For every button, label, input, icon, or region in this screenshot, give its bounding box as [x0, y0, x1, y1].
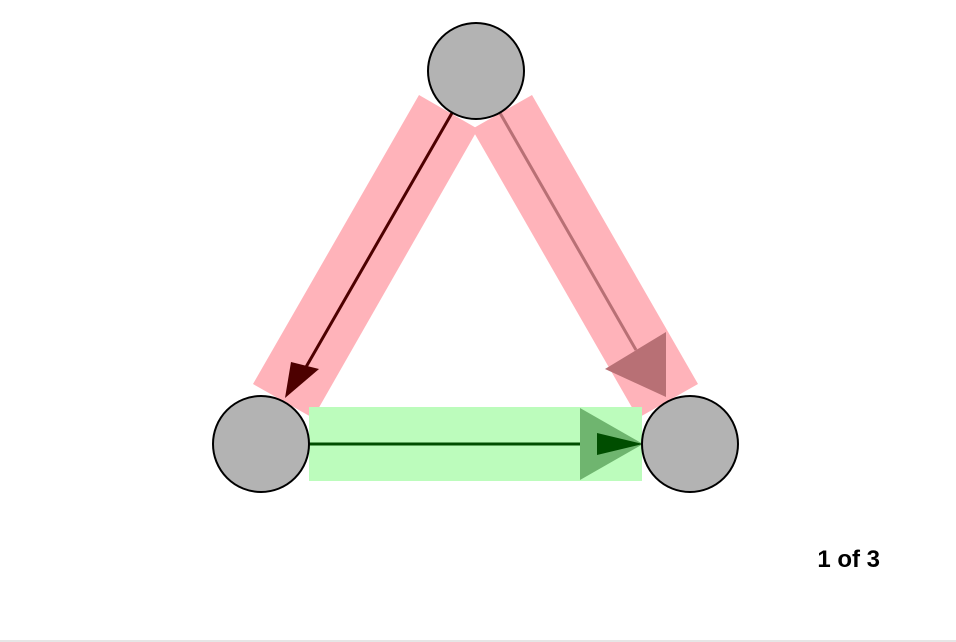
- graph-nodes: [212, 22, 739, 493]
- edge-highlights: [253, 95, 698, 481]
- node-top: [427, 22, 525, 120]
- edge-highlight-top-to-bottom-right: [472, 95, 698, 418]
- page-indicator: 1 of 3: [817, 546, 880, 573]
- bottom-divider: [0, 640, 956, 642]
- edge-top-to-bottom-right: [498, 112, 666, 397]
- edge-top-to-bottom-left: [285, 112, 454, 398]
- node-bottom-left: [212, 395, 310, 493]
- arrowhead-dark-green: [597, 433, 643, 455]
- edge-highlight-top-to-bottom-left: [253, 95, 478, 418]
- arrowhead-faded-red: [605, 332, 666, 397]
- arrowhead-dark-red: [285, 362, 319, 398]
- node-bottom-right: [641, 395, 739, 493]
- edge-bottom-left-to-bottom-right: [309, 408, 643, 480]
